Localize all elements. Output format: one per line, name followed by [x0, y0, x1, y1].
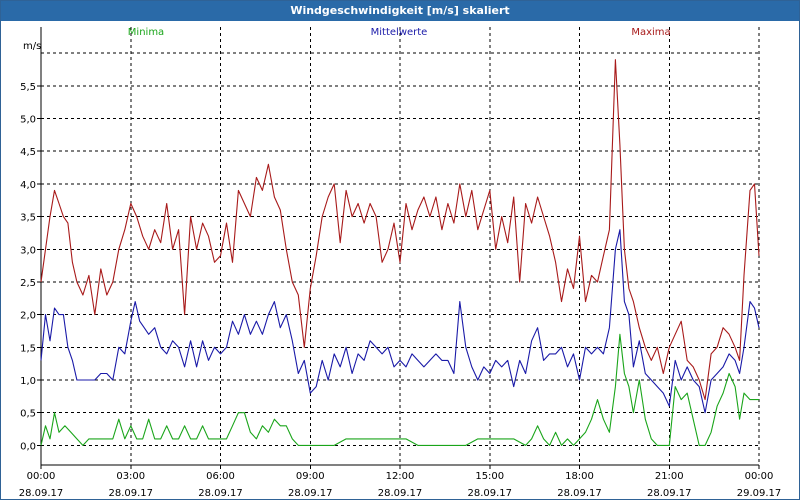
y-tick-label: 3,5 [20, 213, 36, 224]
y-tick-label: 5,0 [20, 115, 36, 126]
y-axis-unit-label: m/s [23, 41, 41, 52]
x-tick-date-label: 28.09.17 [198, 488, 243, 499]
x-tick-time-label: 00:00 [27, 471, 56, 482]
x-tick-time-label: 09:00 [296, 471, 325, 482]
legend-entry-maxima: Maxima [631, 27, 670, 38]
y-tick-label: 3,0 [20, 245, 36, 256]
y-tick-label: 0,0 [20, 441, 36, 452]
x-tick-date-label: 28.09.17 [647, 488, 692, 499]
x-tick-time-label: 21:00 [655, 471, 684, 482]
x-tick-time-label: 06:00 [206, 471, 235, 482]
axes: 0,0 0,5 1,0 1,5 2,0 2,5 3,0 3,5 4,0 4,5 5,0 5,5 00:0… [19, 41, 782, 499]
x-tick-date-label: 28.09.17 [19, 488, 64, 499]
x-tick-date-label: 28.09.17 [108, 488, 153, 499]
y-tick-label: 4,0 [20, 180, 36, 191]
x-tick-time-label: 03:00 [116, 471, 145, 482]
series-line-maxima [40, 59, 760, 401]
y-tick-label: 0,5 [20, 409, 36, 420]
wind-speed-chart: Minima Mittelwerte Maxima 0,0 0,5 1,0 1,5 2,0 2… [19, 27, 782, 499]
y-tick-label: 5,5 [20, 82, 36, 93]
x-tick-time-label: 00:00 [745, 471, 774, 482]
x-tick-time-label: 18:00 [565, 471, 594, 482]
legend: Minima Mittelwerte Maxima [128, 27, 671, 38]
y-tick-label: 2,5 [20, 278, 36, 289]
series-line-mittelwerte [40, 229, 760, 414]
x-tick-date-label: 28.09.17 [557, 488, 602, 499]
y-tick-label: 2,0 [20, 311, 36, 322]
series-lines [40, 59, 760, 446]
x-tick-date-label: 28.09.17 [288, 488, 333, 499]
y-tick-label: 1,5 [20, 343, 36, 354]
series-line-minima [40, 333, 759, 446]
legend-entry-minima: Minima [128, 27, 164, 38]
y-tick-label: 4,5 [20, 147, 36, 158]
x-tick-time-label: 15:00 [475, 471, 504, 482]
x-tick-date-label: 28.09.17 [378, 488, 423, 499]
y-tick-label: 1,0 [20, 376, 36, 387]
x-tick-date-label: 28.09.17 [467, 488, 512, 499]
x-tick-time-label: 12:00 [386, 471, 415, 482]
x-tick-date-label: 29.09.17 [737, 488, 782, 499]
window-title: Windgeschwindigkeit [m/s] skaliert [1, 1, 799, 21]
legend-entry-mittelwerte: Mittelwerte [371, 27, 428, 38]
grid-lines [41, 27, 759, 465]
